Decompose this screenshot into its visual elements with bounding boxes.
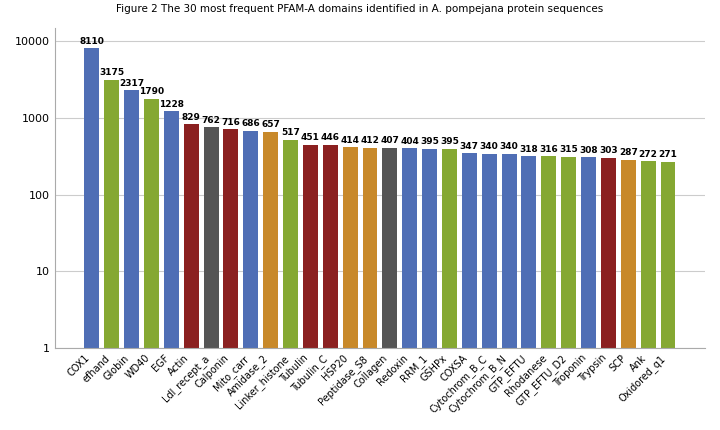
Text: 315: 315 <box>559 145 578 154</box>
Bar <box>243 131 258 430</box>
Bar <box>104 80 120 430</box>
Text: 8110: 8110 <box>79 37 104 46</box>
Bar <box>303 144 318 430</box>
Text: 340: 340 <box>500 142 518 151</box>
Bar <box>363 147 377 430</box>
Text: 272: 272 <box>639 150 657 159</box>
Text: 657: 657 <box>261 120 280 129</box>
Bar <box>581 157 596 430</box>
Text: 407: 407 <box>380 136 400 145</box>
Bar <box>283 140 298 430</box>
Text: 271: 271 <box>659 150 678 159</box>
Bar <box>462 154 477 430</box>
Bar <box>144 98 159 430</box>
Bar <box>184 124 199 430</box>
Bar <box>660 162 675 430</box>
Text: 716: 716 <box>222 118 240 126</box>
Bar <box>382 148 397 430</box>
Bar <box>323 145 338 430</box>
Text: 395: 395 <box>420 138 439 147</box>
Text: 762: 762 <box>202 116 220 125</box>
Text: 316: 316 <box>539 145 558 154</box>
Bar <box>164 111 179 430</box>
Bar <box>502 154 516 430</box>
Text: 686: 686 <box>241 119 260 128</box>
Bar <box>422 149 437 430</box>
Text: 829: 829 <box>181 113 201 122</box>
Text: Figure 2 The 30 most frequent PFAM-A domains identified in A. pompejana protein : Figure 2 The 30 most frequent PFAM-A dom… <box>117 4 603 14</box>
Text: 451: 451 <box>301 133 320 142</box>
Bar <box>402 148 417 430</box>
Bar <box>223 129 238 430</box>
Text: 308: 308 <box>579 146 598 155</box>
Bar <box>264 132 278 430</box>
Bar <box>442 149 457 430</box>
Text: 287: 287 <box>618 148 638 157</box>
Text: 340: 340 <box>480 142 498 151</box>
Bar <box>541 157 557 430</box>
Text: 517: 517 <box>281 129 300 138</box>
Text: 412: 412 <box>361 136 379 145</box>
Text: 1790: 1790 <box>139 87 164 96</box>
Bar <box>343 147 358 430</box>
Text: 318: 318 <box>520 144 539 154</box>
Text: 303: 303 <box>599 146 618 155</box>
Bar <box>601 158 616 430</box>
Text: 2317: 2317 <box>119 79 144 88</box>
Text: 446: 446 <box>321 133 340 142</box>
Bar <box>84 49 99 430</box>
Bar <box>124 90 139 430</box>
Bar <box>482 154 497 430</box>
Text: 414: 414 <box>341 136 359 145</box>
Bar <box>521 156 536 430</box>
Bar <box>621 160 636 430</box>
Text: 3175: 3175 <box>99 68 125 77</box>
Bar <box>561 157 576 430</box>
Text: 404: 404 <box>400 137 419 146</box>
Bar <box>204 127 218 430</box>
Text: 1228: 1228 <box>159 100 184 109</box>
Bar <box>641 161 656 430</box>
Text: 347: 347 <box>460 142 479 151</box>
Text: 395: 395 <box>440 138 459 147</box>
